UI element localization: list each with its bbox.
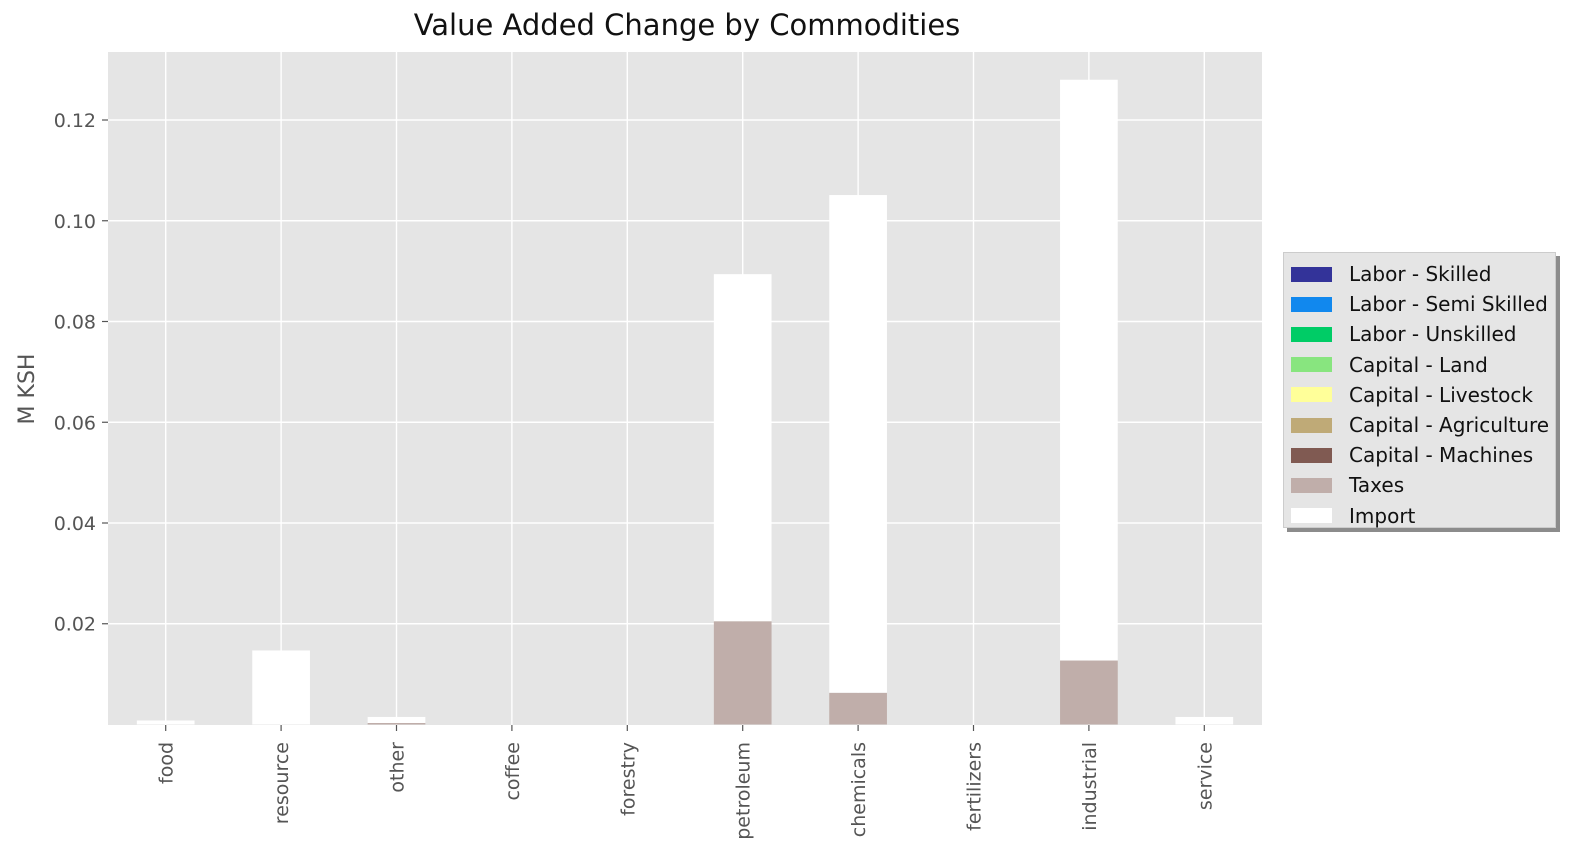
legend-swatch	[1291, 326, 1332, 342]
x-tick-label: service	[1194, 742, 1216, 810]
x-tick-label: forestry	[617, 742, 639, 816]
bar-segment	[1060, 660, 1118, 725]
bar-segment	[252, 650, 310, 725]
legend-label: Labor - Unskilled	[1349, 322, 1517, 347]
legend-label: Labor - Semi Skilled	[1349, 292, 1548, 317]
legend-item: Capital - Land	[1284, 350, 1555, 380]
legend-item: Import	[1284, 501, 1555, 531]
bar-segment	[829, 692, 887, 725]
legend-swatch	[1291, 447, 1332, 463]
y-tick-label: 0.10	[54, 211, 96, 233]
bar-segment	[713, 274, 772, 622]
x-tick-label: resource	[271, 742, 293, 824]
legend-swatch	[1291, 357, 1332, 373]
legend-label: Taxes	[1349, 473, 1405, 498]
x-tick-label: coffee	[502, 742, 524, 801]
chart-title: Value Added Change by Commodities	[413, 8, 961, 42]
x-axis: food resource other coffee forestry petroleum…	[156, 725, 1216, 840]
legend-item: Capital - Machines	[1284, 440, 1555, 470]
bars	[136, 79, 1234, 725]
bar-segment	[713, 621, 772, 725]
x-tick-label: food	[156, 742, 178, 784]
legend-label: Capital - Land	[1349, 352, 1488, 377]
legend-swatch	[1291, 266, 1332, 282]
x-tick-label: petroleum	[733, 742, 755, 840]
bar-segment	[136, 720, 195, 725]
y-tick-label: 0.06	[54, 412, 96, 434]
legend-item: Capital - Livestock	[1284, 380, 1555, 410]
bar-segment	[1175, 716, 1234, 725]
legend-item: Taxes	[1284, 470, 1555, 500]
legend-item: Labor - Unskilled	[1284, 319, 1555, 349]
legend-item: Labor - Semi Skilled	[1284, 289, 1555, 319]
legend-swatch	[1291, 387, 1332, 403]
y-tick-label: 0.12	[54, 110, 96, 132]
x-tick-label: other	[387, 742, 409, 793]
legend-item: Capital - Agriculture	[1284, 410, 1555, 440]
legend-label: Capital - Agriculture	[1349, 413, 1550, 438]
legend-swatch	[1291, 477, 1332, 493]
y-tick-label: 0.02	[54, 614, 96, 636]
bar-segment	[367, 716, 426, 723]
y-axis-label: M KSH	[15, 354, 40, 425]
legend-label: Labor - Skilled	[1349, 262, 1492, 287]
legend-label: Capital - Machines	[1349, 443, 1534, 468]
y-tick-label: 0.04	[54, 513, 96, 535]
legend-label: Capital - Livestock	[1349, 382, 1533, 407]
x-tick-label: chemicals	[848, 742, 870, 837]
y-axis: 0.02 0.04 0.06 0.08 0.10 0.12	[54, 110, 108, 636]
x-tick-label: fertilizers	[964, 742, 986, 831]
bar-segment	[829, 195, 887, 693]
legend: Labor - Skilled Labor - Semi Skilled Labor…	[1283, 252, 1556, 528]
legend-label: Import	[1349, 503, 1416, 528]
x-tick-label: industrial	[1079, 742, 1101, 831]
y-tick-label: 0.08	[54, 312, 96, 334]
bar-segment	[367, 722, 426, 725]
legend-item: Labor - Skilled	[1284, 259, 1555, 289]
legend-swatch	[1291, 508, 1332, 524]
bar-segment	[1060, 79, 1118, 661]
legend-swatch	[1291, 296, 1332, 312]
legend-swatch	[1291, 417, 1332, 433]
